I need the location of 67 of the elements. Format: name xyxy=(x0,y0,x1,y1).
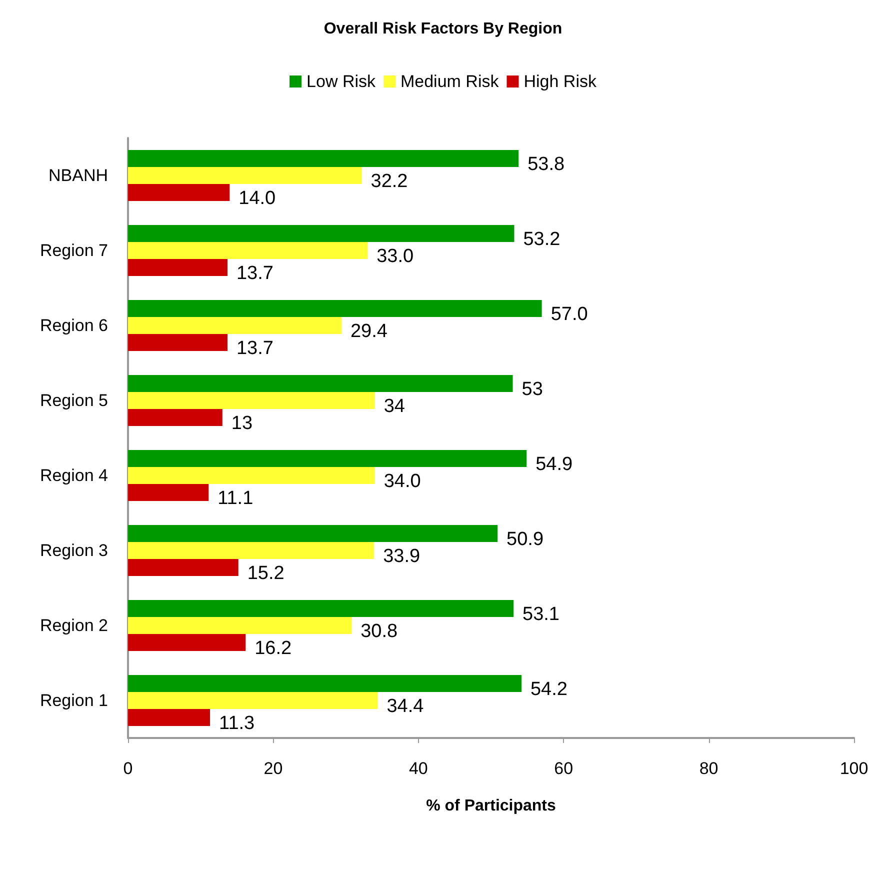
y-tick-label: Region 3 xyxy=(40,541,108,560)
x-tick-label: 60 xyxy=(554,759,574,778)
legend-label: Medium Risk xyxy=(400,72,500,91)
data-label: 34.4 xyxy=(386,696,424,717)
bar xyxy=(128,334,228,351)
legend-label: High Risk xyxy=(524,72,597,91)
data-label: 13 xyxy=(231,413,253,434)
bar xyxy=(128,484,209,501)
bar xyxy=(128,167,362,184)
data-label: 29.4 xyxy=(350,321,388,342)
bar xyxy=(128,675,522,692)
bar xyxy=(128,225,514,242)
bar xyxy=(128,525,498,542)
data-label: 34.0 xyxy=(384,471,421,492)
bar xyxy=(128,467,375,484)
y-tick-label: Region 1 xyxy=(40,691,108,710)
bar xyxy=(128,150,519,167)
bar xyxy=(128,300,542,317)
y-tick-label: Region 6 xyxy=(40,316,108,335)
data-label: 53.2 xyxy=(523,229,560,250)
data-label: 33.9 xyxy=(383,546,420,567)
data-label: 54.9 xyxy=(536,454,573,475)
y-tick-label: Region 2 xyxy=(40,616,108,635)
data-label: 33.0 xyxy=(376,246,414,267)
x-tick-label: 80 xyxy=(699,759,718,778)
data-label: 11.1 xyxy=(218,488,254,509)
bar xyxy=(128,559,238,576)
data-label: 34 xyxy=(384,396,406,417)
data-label: 50.9 xyxy=(506,529,544,550)
chart-title: Overall Risk Factors By Region xyxy=(324,20,562,38)
bar xyxy=(128,259,228,276)
x-tick-label: 40 xyxy=(408,759,428,778)
data-label: 30.8 xyxy=(360,621,398,642)
bar xyxy=(128,375,513,392)
bar xyxy=(128,184,230,201)
x-tick-label: 0 xyxy=(123,759,133,778)
y-tick-label: Region 7 xyxy=(40,241,108,260)
data-label: 11.3 xyxy=(219,713,255,734)
x-axis-title: % of Participants xyxy=(426,798,556,814)
data-label: 15.2 xyxy=(247,563,284,584)
x-tick-label: 100 xyxy=(840,759,868,778)
data-label: 53.1 xyxy=(522,604,560,625)
bar xyxy=(128,242,368,259)
bar xyxy=(128,392,375,409)
y-tick-label: Region 5 xyxy=(40,391,108,410)
data-label: 13.7 xyxy=(236,263,274,284)
bar xyxy=(128,600,514,617)
y-tick-label: Region 4 xyxy=(40,466,108,485)
data-label: 14.0 xyxy=(238,188,276,209)
bar xyxy=(128,617,352,634)
data-label: 13.7 xyxy=(236,338,274,359)
data-label: 53 xyxy=(522,379,543,400)
bar xyxy=(128,634,246,651)
data-label: 32.2 xyxy=(370,171,408,192)
bar xyxy=(128,450,527,467)
bar xyxy=(128,542,374,559)
data-label: 57.0 xyxy=(550,304,588,325)
y-tick-label: NBANH xyxy=(48,166,108,185)
bar xyxy=(128,709,210,726)
bar xyxy=(128,692,378,709)
bar xyxy=(128,317,342,334)
data-label: 53.8 xyxy=(528,154,565,175)
x-tick-label: 20 xyxy=(264,759,283,778)
bar xyxy=(128,409,222,426)
data-label: 54.2 xyxy=(530,679,568,700)
legend-label: Low Risk xyxy=(306,72,376,91)
data-label: 16.2 xyxy=(254,638,292,659)
